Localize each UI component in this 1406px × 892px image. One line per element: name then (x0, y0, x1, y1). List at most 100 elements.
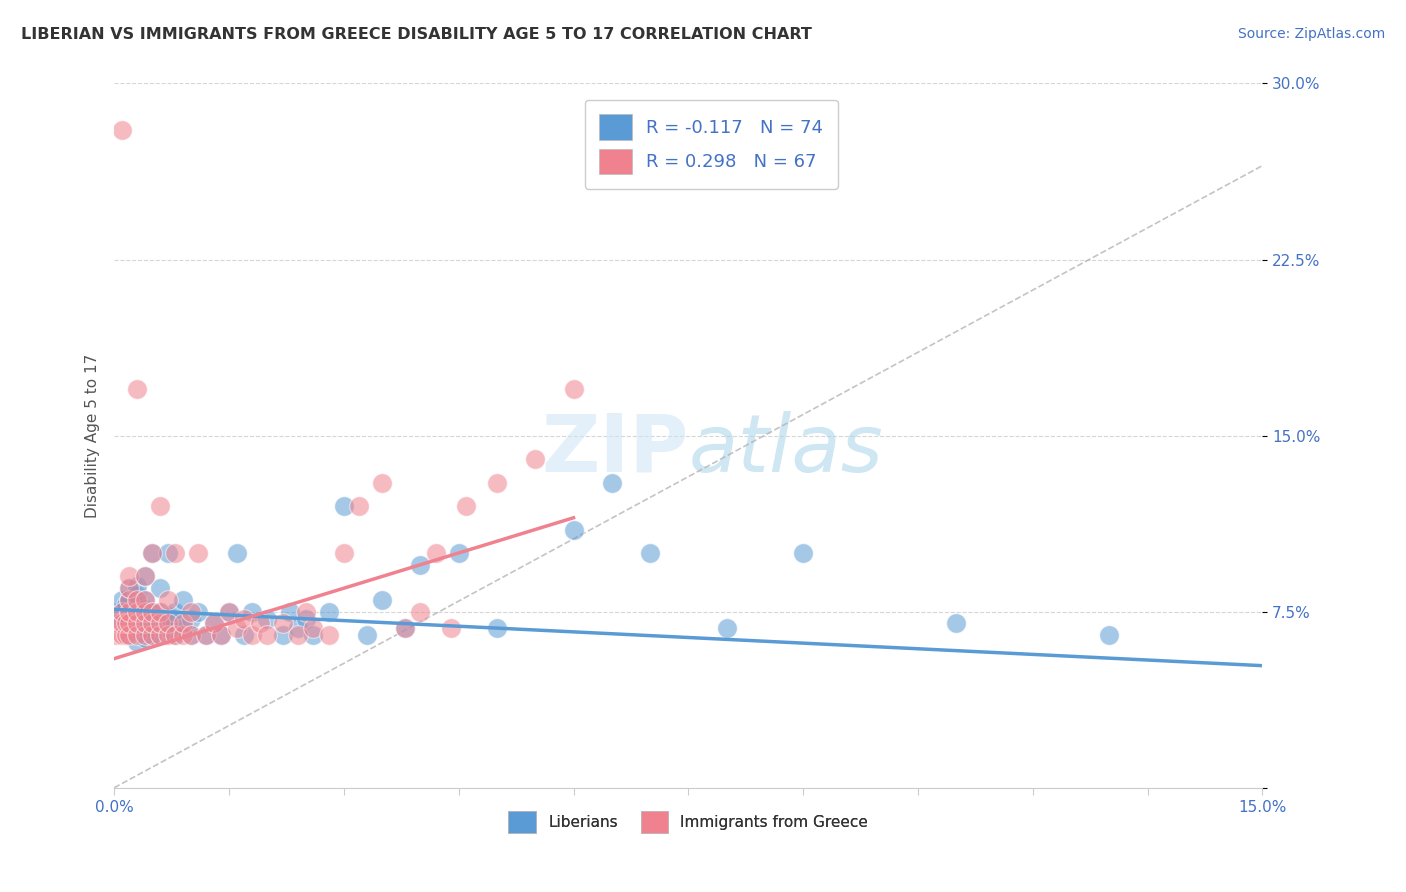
Point (114, 621, 136, 635)
Point (249, 616, 271, 631)
Point (165, 605, 187, 619)
Point (172, 628, 194, 642)
Point (394, 621, 416, 635)
Point (111, 628, 134, 642)
Point (118, 605, 141, 619)
Point (111, 605, 134, 619)
Point (118, 628, 141, 642)
Point (347, 499, 370, 513)
Point (141, 546, 163, 560)
Point (180, 612, 202, 626)
Text: ZIP: ZIP (541, 410, 689, 489)
Point (440, 621, 463, 635)
Point (149, 628, 172, 642)
Point (127, 588, 149, 602)
Point (111, 605, 134, 619)
Point (141, 616, 163, 631)
Point (209, 628, 232, 642)
Point (134, 628, 156, 642)
Point (225, 621, 247, 635)
Point (118, 628, 141, 642)
Point (114, 612, 136, 626)
Point (134, 631, 156, 645)
Point (111, 616, 134, 631)
Point (180, 605, 202, 619)
Point (156, 593, 179, 607)
Point (134, 621, 156, 635)
Point (134, 593, 156, 607)
Point (134, 605, 156, 619)
Legend: Liberians, Immigrants from Greece: Liberians, Immigrants from Greece (498, 800, 879, 844)
Point (141, 628, 163, 642)
Point (141, 616, 163, 631)
Point (156, 628, 179, 642)
Point (149, 605, 172, 619)
Point (134, 569, 156, 583)
Text: LIBERIAN VS IMMIGRANTS FROM GREECE DISABILITY AGE 5 TO 17 CORRELATION CHART: LIBERIAN VS IMMIGRANTS FROM GREECE DISAB… (21, 27, 813, 42)
Text: Source: ZipAtlas.com: Source: ZipAtlas.com (1237, 27, 1385, 41)
Point (278, 605, 301, 619)
Point (562, 523, 585, 537)
Point (118, 569, 141, 583)
Point (149, 616, 172, 631)
Point (118, 593, 141, 607)
Point (134, 593, 156, 607)
Point (485, 621, 508, 635)
Point (114, 616, 136, 631)
Point (945, 616, 967, 631)
Point (134, 612, 156, 626)
Point (165, 546, 187, 560)
Point (172, 616, 194, 631)
Point (180, 628, 202, 642)
Point (256, 628, 278, 642)
Point (356, 628, 378, 642)
Point (114, 598, 136, 612)
Point (240, 605, 263, 619)
Point (134, 616, 156, 631)
Point (127, 628, 149, 642)
Point (302, 621, 325, 635)
Point (122, 609, 145, 624)
Point (409, 605, 432, 619)
Point (156, 621, 179, 635)
Point (165, 628, 187, 642)
Point (127, 607, 149, 621)
Point (371, 593, 394, 607)
Point (127, 605, 149, 619)
Point (256, 612, 278, 626)
Point (271, 616, 294, 631)
Point (127, 635, 149, 649)
Point (333, 499, 356, 513)
Point (394, 621, 416, 635)
Point (111, 123, 134, 137)
Point (156, 609, 179, 624)
Point (172, 621, 194, 635)
Point (127, 616, 149, 631)
Point (141, 605, 163, 619)
Point (127, 579, 149, 593)
Point (225, 546, 247, 560)
Point (165, 616, 187, 631)
Point (141, 628, 163, 642)
Point (127, 593, 149, 607)
Point (118, 616, 141, 631)
Point (425, 546, 447, 560)
Point (156, 546, 179, 560)
Point (716, 621, 738, 635)
Point (202, 616, 225, 631)
Point (195, 628, 218, 642)
Point (792, 546, 814, 560)
Y-axis label: Disability Age 5 to 17: Disability Age 5 to 17 (86, 353, 100, 517)
Point (111, 616, 134, 631)
Point (149, 605, 172, 619)
Point (318, 628, 340, 642)
Point (172, 593, 194, 607)
Point (271, 628, 294, 642)
Point (195, 628, 218, 642)
Point (165, 628, 187, 642)
Point (141, 605, 163, 619)
Point (118, 581, 141, 595)
Point (111, 593, 134, 607)
Point (524, 452, 547, 467)
Point (149, 628, 172, 642)
